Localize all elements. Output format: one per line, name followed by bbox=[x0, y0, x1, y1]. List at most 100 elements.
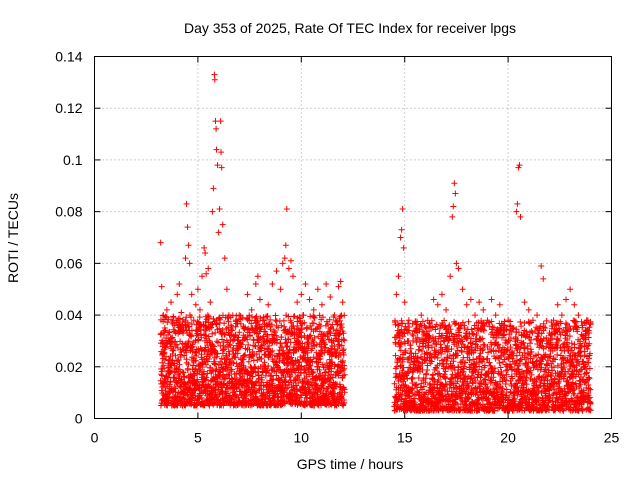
data-point bbox=[250, 357, 257, 364]
data-point bbox=[300, 312, 307, 319]
data-point bbox=[203, 361, 210, 368]
data-point bbox=[276, 358, 283, 365]
data-point bbox=[311, 314, 318, 321]
y-tick-label: 0.14 bbox=[55, 49, 82, 65]
data-point bbox=[223, 286, 230, 293]
data-point bbox=[188, 314, 195, 321]
data-point bbox=[284, 385, 291, 392]
data-point bbox=[311, 342, 318, 349]
data-point bbox=[586, 385, 593, 392]
data-point bbox=[159, 359, 166, 366]
data-point bbox=[295, 380, 302, 387]
data-point bbox=[176, 361, 183, 368]
data-point bbox=[261, 359, 268, 366]
data-point bbox=[202, 387, 209, 394]
data-point bbox=[181, 352, 188, 359]
data-point bbox=[400, 244, 407, 251]
data-point bbox=[195, 395, 202, 402]
data-point bbox=[192, 392, 199, 399]
data-point bbox=[226, 341, 233, 348]
data-point bbox=[240, 356, 247, 363]
data-point bbox=[208, 324, 215, 331]
data-point bbox=[174, 291, 181, 298]
data-point bbox=[335, 283, 342, 290]
data-point bbox=[258, 342, 265, 349]
data-point bbox=[259, 341, 266, 348]
data-point bbox=[301, 319, 308, 326]
data-point bbox=[188, 291, 195, 298]
data-point bbox=[196, 306, 203, 313]
data-point bbox=[246, 346, 253, 353]
data-point bbox=[185, 361, 192, 368]
data-point bbox=[527, 346, 534, 353]
data-point bbox=[225, 318, 232, 325]
data-point bbox=[306, 296, 313, 303]
data-point bbox=[314, 286, 321, 293]
data-point bbox=[304, 349, 311, 356]
data-point bbox=[316, 312, 323, 319]
data-point bbox=[287, 339, 294, 346]
data-point bbox=[525, 306, 532, 313]
data-point bbox=[209, 330, 216, 337]
data-point bbox=[269, 281, 276, 288]
data-point bbox=[201, 368, 208, 375]
data-point bbox=[221, 320, 228, 327]
data-point bbox=[238, 341, 245, 348]
data-point bbox=[182, 255, 189, 262]
data-point bbox=[397, 234, 404, 241]
data-point bbox=[302, 281, 309, 288]
data-point bbox=[198, 394, 205, 401]
data-point bbox=[395, 273, 402, 280]
data-point bbox=[162, 313, 169, 320]
data-point bbox=[168, 299, 175, 306]
data-point bbox=[563, 296, 570, 303]
x-tick-label: 10 bbox=[294, 430, 310, 446]
data-point bbox=[518, 323, 525, 330]
x-tick-label: 5 bbox=[194, 430, 202, 446]
data-point bbox=[246, 317, 253, 324]
data-point bbox=[177, 353, 184, 360]
data-point bbox=[399, 206, 406, 213]
data-point bbox=[215, 339, 222, 346]
data-point bbox=[210, 315, 217, 322]
data-point bbox=[266, 320, 273, 327]
data-point bbox=[246, 312, 253, 319]
data-point bbox=[313, 325, 320, 332]
data-point bbox=[502, 380, 509, 387]
data-point bbox=[286, 346, 293, 353]
data-point bbox=[219, 350, 226, 357]
data-point bbox=[215, 386, 222, 393]
data-point bbox=[283, 206, 290, 213]
data-point bbox=[294, 373, 301, 380]
data-point bbox=[201, 244, 208, 251]
data-point bbox=[514, 200, 521, 207]
data-point bbox=[217, 316, 224, 323]
data-point bbox=[229, 327, 236, 334]
data-point bbox=[306, 359, 313, 366]
data-point bbox=[194, 378, 201, 385]
data-point bbox=[158, 371, 165, 378]
data-point bbox=[166, 356, 173, 363]
data-point bbox=[236, 329, 243, 336]
data-point bbox=[184, 224, 191, 231]
data-point bbox=[449, 213, 456, 220]
y-tick-label: 0.1 bbox=[63, 152, 83, 168]
data-point bbox=[216, 325, 223, 332]
data-point bbox=[207, 364, 214, 371]
data-point bbox=[278, 322, 285, 329]
data-point bbox=[253, 317, 260, 324]
data-point bbox=[496, 301, 503, 308]
data-point bbox=[213, 338, 220, 345]
data-point bbox=[166, 381, 173, 388]
data-point bbox=[521, 344, 528, 351]
data-point bbox=[172, 352, 179, 359]
data-point bbox=[314, 324, 321, 331]
data-point bbox=[540, 275, 547, 282]
data-point bbox=[476, 299, 483, 306]
data-point bbox=[339, 299, 346, 306]
data-point bbox=[232, 354, 239, 361]
data-point bbox=[174, 358, 181, 365]
data-point bbox=[290, 273, 297, 280]
grid bbox=[94, 56, 612, 419]
data-point bbox=[488, 318, 495, 325]
